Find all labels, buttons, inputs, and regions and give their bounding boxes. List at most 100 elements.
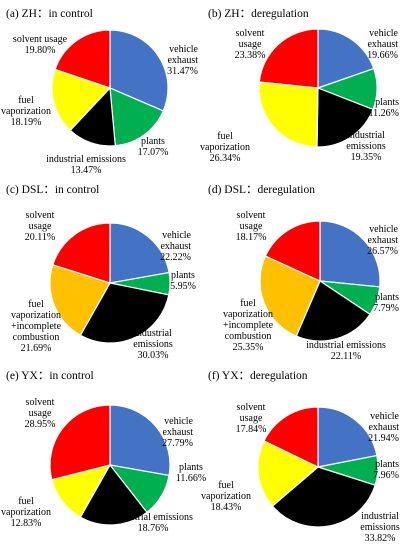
slice-label-line: usage <box>239 39 262 50</box>
slice-label-industrial: industrial emissions 33.82% <box>360 511 400 544</box>
slice-label-vehicle: vehicle exhaust 21.94% <box>368 411 399 444</box>
pie-slice-solvent <box>263 406 319 468</box>
slice-label-solvent: solvent usage 17.84% <box>236 402 267 435</box>
slice-label-line: exhaust <box>368 422 399 433</box>
slice-label-line: 22.22% <box>160 252 191 263</box>
slice-label-vehicle: vehicle exhaust 19.66% <box>367 28 398 61</box>
panel-title: (f) YX：deregulation <box>208 370 308 382</box>
pie-panel-5: (e) YX：in control vehicle exhaust 27.79% pla… <box>1 370 206 534</box>
slice-label-fuel: fuel vaporization 12.83% <box>1 496 51 529</box>
slice-label-line: vehicle <box>164 416 193 427</box>
slice-label-plants: plants 17.07% <box>138 136 169 158</box>
slice-label-line: 22.11% <box>331 351 361 362</box>
slice-label-line: 31.47% <box>167 66 198 77</box>
slice-label-line: vehicle <box>369 224 398 235</box>
slice-label-industrial-emissions: industrial emissions 13.47% <box>46 154 126 176</box>
slice-label-vehicle: vehicle exhaust 22.22% <box>160 230 191 263</box>
slice-label-line: fuel <box>240 298 256 309</box>
slice-label-line: emissions <box>133 339 173 350</box>
pie-slice-solvent <box>264 220 321 282</box>
slice-label-line: 18.19% <box>11 117 42 128</box>
pie-slice-vehicle <box>109 29 169 112</box>
slice-label-line: industrial emissions <box>306 340 386 351</box>
pie-slice-fuel <box>51 68 112 132</box>
pie-panel-3: (c) DSL：in control vehicle exhaust 22.22% pl… <box>6 184 196 361</box>
slice-label-line: usage <box>29 221 52 232</box>
slice-label-line: solvent <box>236 28 265 39</box>
slice-label-line: 18.17% <box>236 232 267 243</box>
slice-label-line: usage <box>240 221 263 232</box>
panel-title: (a) ZH：in control <box>6 8 93 20</box>
pie-panel-4: (d) DSL：deregulation vehicle exhaust 26.57%… <box>208 184 399 362</box>
pie-slice-industrial <box>79 282 170 344</box>
slice-label-line: solvent <box>26 210 55 221</box>
slice-label-line: 7.79% <box>373 303 399 314</box>
slice-label-line: emissions <box>360 522 400 533</box>
slice-label-line: 25.35% <box>233 342 264 353</box>
slice-label-line: solvent <box>237 402 266 413</box>
slice-label-line: emissions <box>346 141 386 152</box>
pie-slice-vehicle <box>109 222 170 284</box>
slice-label-line: vehicle <box>370 411 399 422</box>
slice-label-line: plants <box>375 292 399 303</box>
slice-label-line: +incomplete <box>223 320 274 331</box>
slice-label-line: 11.66% <box>176 473 206 484</box>
slice-label-line: 30.03% <box>138 350 169 361</box>
slice-label-line: 21.69% <box>21 343 52 354</box>
slice-label-fuel: fuel vaporization +incomplete combustion 21.… <box>11 299 62 354</box>
slice-label-line: 5.95% <box>170 281 196 292</box>
slice-label-line: fuel <box>217 131 233 142</box>
panel-title: (c) DSL：in control <box>6 184 99 196</box>
slice-label-line: exhaust <box>167 55 198 66</box>
slice-label-line: plants <box>375 459 399 470</box>
slice-label-industrial-emissions: industrial emissions 18.76% <box>113 512 193 534</box>
pie-slice-solvent <box>52 222 111 284</box>
slice-label-line: 11.26% <box>369 108 399 119</box>
slice-label-line: 18.76% <box>138 523 169 534</box>
slice-label-plants: plants 7.79% <box>373 292 399 314</box>
panel-title: (b) ZH：deregulation <box>208 8 309 20</box>
slice-label-industrial: industrial emissions 19.35% <box>346 130 386 163</box>
pie-slice-solvent <box>49 404 111 481</box>
slice-label-industrial: industrial emissions 30.03% <box>133 328 173 361</box>
slice-label-line: industrial emissions <box>113 512 193 523</box>
pie-slice-solvent-usage <box>54 29 111 89</box>
slice-label-line: 20.11% <box>25 232 55 243</box>
slice-label-line: plants <box>171 270 195 281</box>
slice-label-line: usage <box>29 408 52 419</box>
slice-label-line: 19.35% <box>351 152 382 163</box>
slice-label-line: 28.95% <box>25 419 56 430</box>
slice-label-line: industrial <box>347 130 385 141</box>
slice-label-vehicle: vehicle exhaust 26.57% <box>367 224 398 257</box>
slice-label-line: vaporization <box>201 491 251 502</box>
slice-label-plants: plants 7.96% <box>373 459 399 481</box>
slice-label-line: 18.43% <box>211 502 242 513</box>
panel-title: (e) YX：in control <box>6 370 94 382</box>
slice-label-line: vaporization <box>11 310 61 321</box>
slice-label-solvent: solvent usage 18.17% <box>236 210 267 243</box>
slice-label-line: vehicle <box>162 230 191 241</box>
slice-label-line: 33.82% <box>365 533 396 544</box>
slice-label-line: exhaust <box>367 39 398 50</box>
slice-label-line: combustion <box>225 331 272 342</box>
slice-label-line: 17.07% <box>138 147 169 158</box>
slice-label-line: +incomplete <box>11 321 62 332</box>
pie-slice-plants <box>109 87 165 147</box>
slice-label-line: solvent <box>26 397 55 408</box>
slice-label-line: plants <box>141 136 165 147</box>
slice-label-line: plants <box>179 462 203 473</box>
pie-slice-solvent <box>258 28 319 89</box>
slice-label-line: combustion <box>13 332 60 343</box>
slice-label-solvent: solvent usage 28.95% <box>25 397 56 430</box>
slice-label-line: vehicle <box>369 28 398 39</box>
pie-slice-industrial <box>316 87 374 148</box>
pie-slice-industrial-emissions <box>295 280 371 342</box>
slice-label-line: industrial <box>361 511 399 522</box>
panel-title: (d) DSL：deregulation <box>208 184 315 196</box>
pie-slice-vehicle <box>317 406 378 468</box>
pie-panel-1: (a) ZH：in control vehicle exhaust 31.47% pla… <box>1 8 199 176</box>
slice-label-line: 26.34% <box>210 153 241 164</box>
slice-label-vehicle: vehicle exhaust 31.47% <box>167 44 198 77</box>
pie-slice-fuel <box>258 81 319 148</box>
